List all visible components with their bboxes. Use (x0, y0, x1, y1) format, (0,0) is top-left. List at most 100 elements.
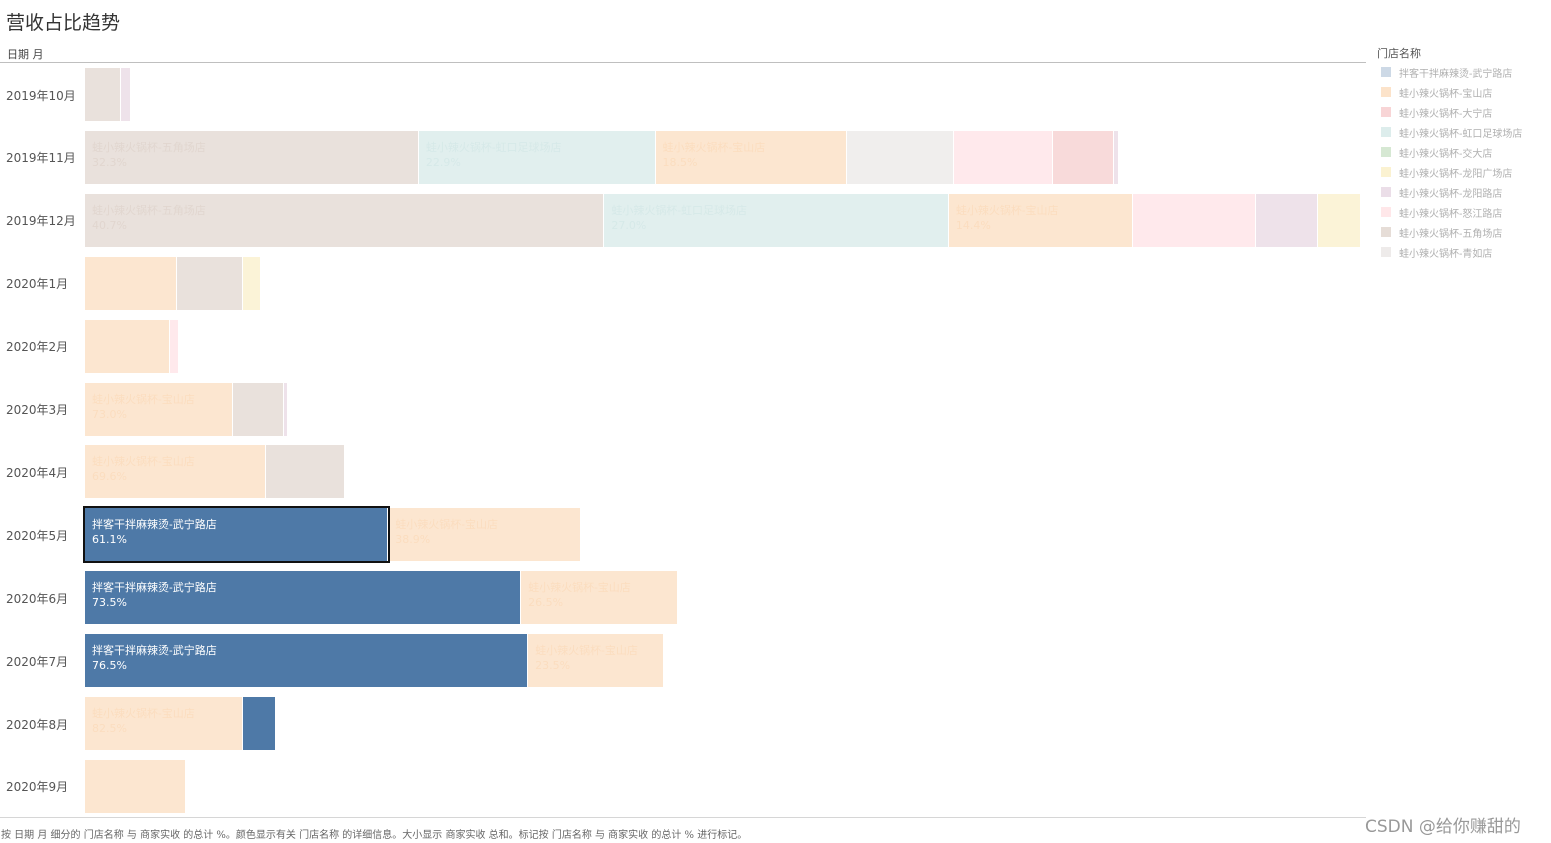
legend-swatch (1381, 207, 1391, 217)
bar-segment-percent: 23.5% (535, 659, 571, 673)
bar-segment[interactable] (1053, 130, 1115, 184)
chart-caption: 按 日期 月 细分的 门店名称 与 商家实收 的总计 %。颜色显示有关 门店名称… (1, 830, 748, 841)
row-label: 2019年11月 (6, 151, 76, 166)
header-divider (0, 62, 1366, 63)
bar-segment-name: 蛙小辣火锅杯-虹口足球场店 (611, 203, 748, 217)
bar-segment[interactable]: 蛙小辣火锅杯-宝山店 73.0% (85, 382, 234, 436)
bar-segment[interactable] (283, 382, 288, 436)
legend-label: 蛙小辣火锅杯-怒江路店 (1399, 209, 1503, 220)
bar-segment[interactable] (1132, 193, 1257, 247)
legend-label: 蛙小辣火锅杯-宝山店 (1399, 89, 1493, 100)
legend-label: 蛙小辣火锅杯-龙阳路店 (1399, 189, 1503, 200)
footer-divider (0, 817, 1366, 818)
bar-segment-name: 拌客干拌麻辣烫-武宁路店 (92, 518, 217, 532)
row-header: 日期 月 (7, 48, 44, 61)
bar-segment-name: 蛙小辣火锅杯-宝山店 (662, 140, 766, 154)
legend-swatch (1381, 147, 1391, 157)
bar-segment-name: 蛙小辣火锅杯-宝山店 (535, 644, 638, 658)
bar-segment-name: 蛙小辣火锅杯-五角场店 (92, 203, 206, 217)
bar-segment-percent: 40.7% (92, 218, 127, 232)
bar-segment[interactable]: 蛙小辣火锅杯-宝山店 82.5% (85, 697, 243, 750)
bar-segment[interactable]: 拌客干拌麻辣烫-武宁路店 73.5% (85, 571, 522, 625)
bar-segment[interactable] (846, 130, 955, 184)
bar-segment-percent: 14.4% (955, 218, 991, 232)
row-label: 2020年1月 (6, 277, 69, 292)
bar-segment-name: 蛙小辣火锅杯-宝山店 (528, 581, 631, 595)
bar-segment[interactable] (1256, 193, 1318, 247)
legend-swatch (1381, 247, 1391, 257)
chart-plot-area: 2019年10月 2019年11月 蛙小辣火锅杯-五角场店 32.3% 蛙小辣火锅杯-虹… (6, 68, 1361, 813)
legend-swatch (1381, 187, 1391, 197)
legend-label: 蛙小辣火锅杯-交大店 (1399, 149, 1493, 160)
bar-segment[interactable]: 蛙小辣火锅杯-宝山店 23.5% (528, 634, 665, 688)
bar-segment[interactable] (85, 759, 186, 813)
bar-segment-name: 蛙小辣火锅杯-宝山店 (955, 203, 1059, 217)
bar-segment-name: 蛙小辣火锅杯-宝山店 (92, 455, 195, 469)
bar-segment[interactable] (1114, 130, 1119, 184)
bar-segment[interactable] (1317, 193, 1361, 247)
bar-segment-name: 蛙小辣火锅杯-宝山店 (92, 707, 195, 720)
bar-segment[interactable]: 蛙小辣火锅杯-五角场店 32.3% (85, 130, 419, 184)
bar-segment-percent: 22.9% (425, 155, 461, 169)
bar-segment-percent: 61.1% (92, 533, 127, 547)
row-label: 2020年7月 (6, 654, 69, 669)
legend-label: 拌客干拌麻辣烫-武宁路店 (1399, 69, 1513, 80)
bar-segment-name: 蛙小辣火锅杯-宝山店 (92, 392, 195, 406)
bar-segment[interactable] (176, 256, 244, 310)
legend-swatch (1381, 107, 1391, 117)
legend-swatch (1381, 167, 1391, 177)
bar-segment[interactable]: 蛙小辣火锅杯-宝山店 69.6% (85, 445, 267, 499)
bar-segment-percent: 18.5% (662, 155, 698, 169)
row-label: 2020年2月 (6, 340, 69, 355)
row-label: 2020年3月 (6, 403, 69, 417)
bar-segment[interactable]: 蛙小辣火锅杯-宝山店 14.4% (948, 193, 1133, 247)
bar-segment[interactable] (954, 130, 1054, 184)
bar-segment-percent: 76.5% (92, 659, 127, 673)
bar-segment-percent: 73.5% (92, 596, 127, 610)
row-label: 2019年10月 (6, 88, 76, 103)
row-label: 2020年8月 (6, 717, 69, 732)
bar-segment-name: 蛙小辣火锅杯-虹口足球场店 (425, 140, 562, 154)
bar-segment[interactable] (85, 319, 170, 373)
bar-segment[interactable]: 拌客干拌麻辣烫-武宁路店 76.5% (85, 634, 529, 688)
bar-segment-name: 拌客干拌麻辣烫-武宁路店 (92, 581, 217, 595)
legend-label: 蛙小辣火锅杯-大宁店 (1399, 109, 1493, 120)
bar-segment[interactable]: 蛙小辣火锅杯-虹口足球场店 27.0% (604, 193, 949, 247)
bar-segment[interactable]: 拌客干拌麻辣烫-武宁路店 61.1% (82, 506, 391, 564)
bar-segment[interactable] (85, 256, 177, 310)
legend-label: 蛙小辣火锅杯-青如店 (1399, 249, 1493, 260)
bar-segment-percent: 73.0% (92, 407, 127, 421)
bar-segment-percent: 26.5% (528, 596, 564, 610)
legend-swatch (1381, 227, 1391, 237)
bar-segment[interactable]: 蛙小辣火锅杯-五角场店 40.7% (85, 193, 605, 247)
legend-title: 门店名称 (1377, 47, 1421, 60)
legend-swatch (1381, 127, 1391, 137)
watermark: CSDN @给你赚甜的 (1365, 817, 1521, 837)
bar-segment[interactable]: 蛙小辣火锅杯-宝山店 18.5% (655, 130, 847, 184)
bar-segment[interactable]: 蛙小辣火锅杯-宝山店 38.9% (388, 508, 582, 562)
bar-segment[interactable] (243, 256, 262, 310)
bar-segment-percent: 69.6% (92, 470, 127, 484)
row-label: 2020年6月 (6, 591, 69, 606)
bar-segment[interactable] (85, 68, 121, 121)
bar-segment[interactable] (266, 445, 346, 499)
bar-segment[interactable] (120, 68, 131, 121)
bar-segment-percent: 27.0% (611, 218, 647, 232)
row-label: 2020年9月 (6, 780, 69, 795)
legend-label: 蛙小辣火锅杯-虹口足球场店 (1399, 129, 1523, 140)
legend-swatch (1381, 87, 1391, 97)
bar-segment[interactable] (242, 697, 277, 750)
bar-segment[interactable] (169, 319, 180, 373)
row-label: 2019年12月 (6, 214, 76, 229)
bar-segment-percent: 38.9% (395, 533, 431, 547)
bar-segment-name: 蛙小辣火锅杯-五角场店 (92, 140, 206, 154)
bar-segment[interactable]: 蛙小辣火锅杯-宝山店 26.5% (521, 571, 679, 625)
row-label: 2020年4月 (6, 465, 69, 480)
bar-segment[interactable] (233, 382, 284, 436)
bar-segment[interactable]: 蛙小辣火锅杯-虹口足球场店 22.9% (418, 130, 656, 184)
chart-title: 营收占比趋势 (6, 12, 121, 34)
legend-label: 蛙小辣火锅杯-五角场店 (1399, 229, 1503, 240)
bar-segment-percent: 32.3% (92, 155, 127, 169)
bar-segment-name: 蛙小辣火锅杯-宝山店 (395, 518, 498, 532)
legend-swatch (1381, 67, 1391, 77)
